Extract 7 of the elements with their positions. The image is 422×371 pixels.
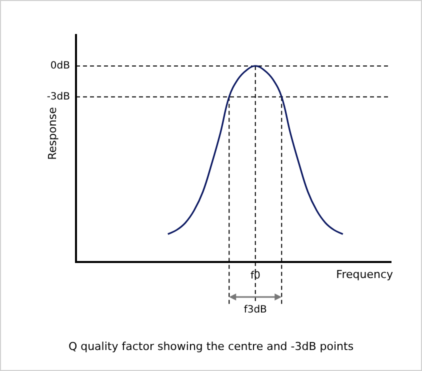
x-axis-title: Frequency bbox=[336, 268, 394, 281]
y-tick-label: -3dB bbox=[46, 92, 70, 103]
y-tick-label: 0dB bbox=[50, 60, 70, 72]
text: Q quality factor showing the centre and -3dB points bbox=[68, 340, 354, 353]
y-axis-title: Response bbox=[46, 106, 59, 160]
text: f3dB bbox=[244, 304, 268, 316]
line-series bbox=[167, 65, 344, 235]
